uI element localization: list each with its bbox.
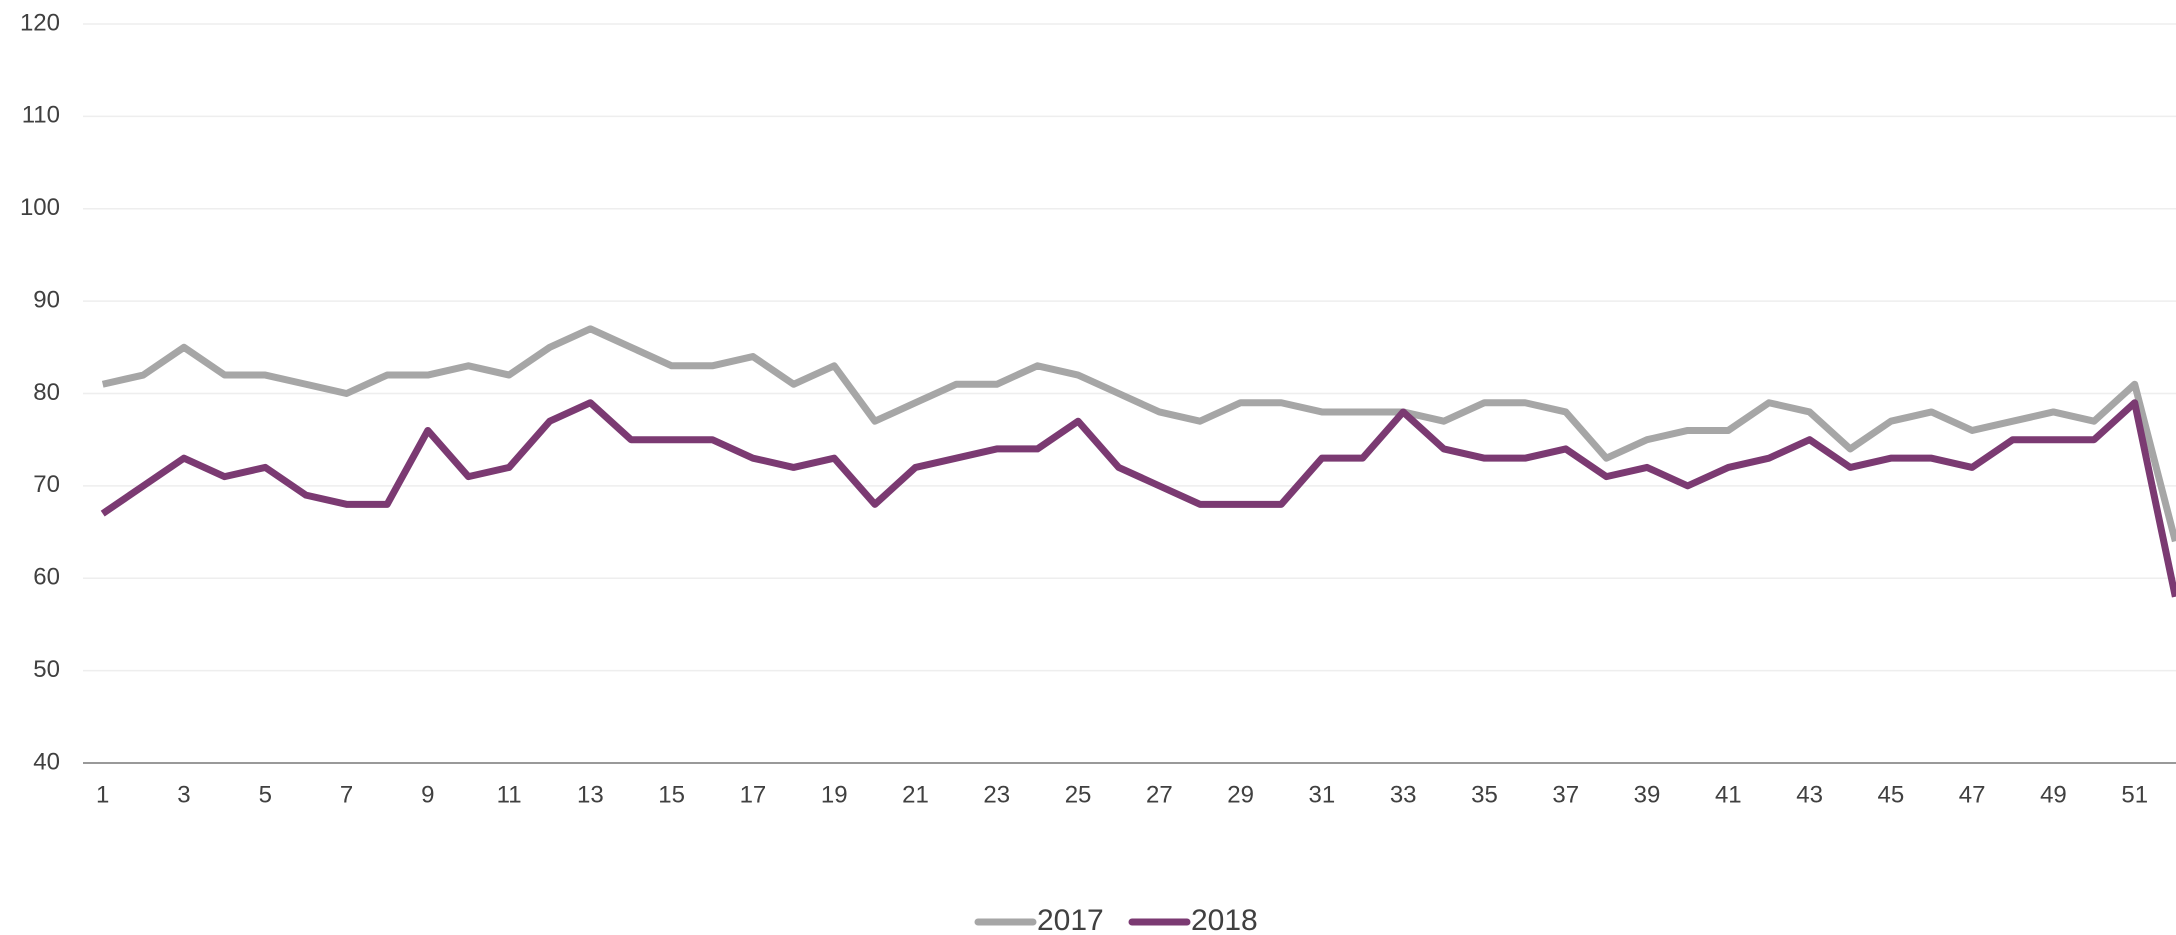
- x-tick-label: 41: [1715, 781, 1742, 808]
- legend-label: 2017: [1037, 904, 1104, 935]
- y-tick-label: 80: [33, 379, 60, 406]
- x-tick-label: 31: [1309, 781, 1336, 808]
- x-tick-label: 49: [2040, 781, 2067, 808]
- x-tick-label: 39: [1634, 781, 1661, 808]
- x-tick-label: 15: [658, 781, 685, 808]
- x-tick-label: 17: [740, 781, 767, 808]
- x-tick-label: 5: [259, 781, 272, 808]
- x-tick-label: 3: [177, 781, 190, 808]
- x-tick-label: 19: [821, 781, 848, 808]
- x-tick-label: 43: [1796, 781, 1823, 808]
- y-tick-label: 60: [33, 564, 60, 591]
- x-tick-label: 33: [1390, 781, 1417, 808]
- y-tick-label: 50: [33, 656, 60, 683]
- y-tick-label: 70: [33, 471, 60, 498]
- x-tick-label: 7: [340, 781, 353, 808]
- x-tick-label: 35: [1471, 781, 1498, 808]
- x-tick-label: 1: [96, 781, 109, 808]
- x-tick-label: 45: [1878, 781, 1905, 808]
- x-tick-label: 23: [983, 781, 1010, 808]
- x-tick-label: 47: [1959, 781, 1986, 808]
- y-tick-label: 90: [33, 286, 60, 313]
- x-tick-label: 21: [902, 781, 929, 808]
- x-tick-label: 25: [1065, 781, 1092, 808]
- legend-label: 2018: [1191, 904, 1258, 935]
- x-tick-label: 13: [577, 781, 604, 808]
- line-series: [100, 399, 2176, 598]
- x-tick-label: 37: [1552, 781, 1579, 808]
- y-tick-label: 120: [20, 9, 60, 36]
- x-tick-label: 9: [421, 781, 434, 808]
- line-series: [101, 325, 2176, 543]
- x-tick-label: 51: [2121, 781, 2148, 808]
- x-tick-label: 11: [497, 781, 522, 808]
- y-tick-label: 100: [20, 194, 60, 221]
- y-tick-label: 110: [22, 102, 60, 129]
- x-tick-label: 29: [1227, 781, 1254, 808]
- y-tick-label: 40: [33, 748, 60, 775]
- x-tick-label: 27: [1146, 781, 1173, 808]
